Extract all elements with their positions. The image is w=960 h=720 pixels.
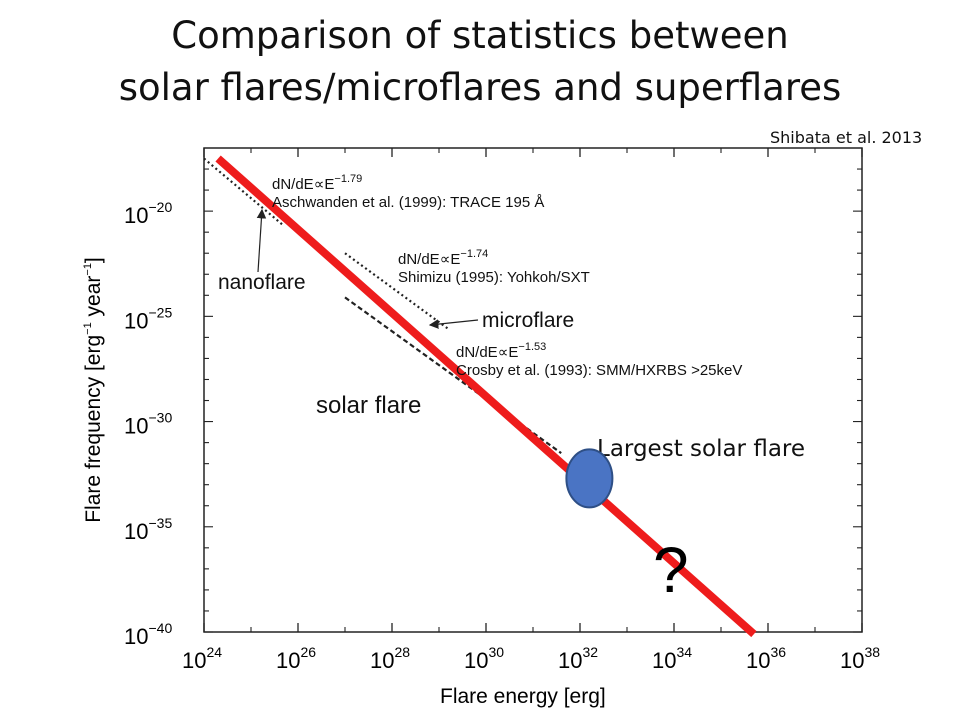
y-tick-label: 10−40: [124, 620, 172, 649]
x-tick-label: 1030: [464, 644, 504, 673]
annotation-3-source: Crosby et al. (1993): SMM/HXRBS >25keV: [456, 362, 742, 379]
y-tick-label: 10−20: [124, 199, 172, 228]
nanoflare-label: nanoflare: [218, 271, 306, 294]
largest-solar-flare-label: Largest solar flare: [597, 436, 805, 462]
y-tick-label: 10−35: [124, 515, 172, 544]
x-tick-label: 1024: [182, 644, 222, 673]
annotation-2-formula: dN/dE∝E−1.74: [398, 248, 488, 268]
nanoflare-arrow: [256, 208, 267, 273]
x-tick-label: 1038: [840, 644, 880, 673]
x-tick-labels: 1024 1026 1028 1030 1032 1034 1036 1038: [182, 644, 880, 673]
annotation-3-formula: dN/dE∝E−1.53: [456, 341, 546, 361]
y-axis-ticks: [204, 168, 862, 633]
series-lines: [203, 155, 757, 638]
slide-title: Comparison of statistics between solar f…: [0, 10, 960, 114]
y-axis-label: Flare frequency [erg−1 year−1]: [82, 257, 105, 523]
annotation-2-source: Shimizu (1995): Yohkoh/SXT: [398, 269, 590, 286]
plot-frame: [203, 147, 863, 633]
solar-flare-label: solar flare: [316, 392, 421, 419]
x-tick-label: 1034: [652, 644, 692, 673]
x-axis-ticks: [203, 148, 863, 632]
y-tick-label: 10−30: [124, 410, 172, 439]
x-axis-label: Flare energy [erg]: [440, 685, 606, 708]
x-tick-label: 1036: [746, 644, 786, 673]
series-line-3: [344, 296, 562, 455]
x-tick-label: 1032: [558, 644, 598, 673]
y-tick-label: 10−25: [124, 304, 172, 333]
x-tick-label: 1028: [370, 644, 410, 673]
title-line-2: solar flares/microflares and superflares: [118, 66, 842, 109]
annotation-1-source: Aschwanden et al. (1999): TRACE 195 Å: [272, 194, 544, 211]
largest-flare-marker: [565, 448, 614, 509]
question-mark: ?: [653, 534, 689, 606]
title-line-1: Comparison of statistics between: [171, 14, 789, 57]
microflare-arrow: [428, 319, 479, 329]
y-tick-labels: 10−20 10−25 10−30 10−35 10−40: [124, 199, 172, 649]
microflare-label: microflare: [482, 309, 574, 332]
series-line-2: [344, 252, 450, 330]
series-line-4: [215, 155, 757, 638]
annotation-1-formula: dN/dE∝E−1.79: [272, 173, 362, 193]
x-tick-label: 1026: [276, 644, 316, 673]
credit-text: Shibata et al. 2013: [770, 128, 923, 147]
